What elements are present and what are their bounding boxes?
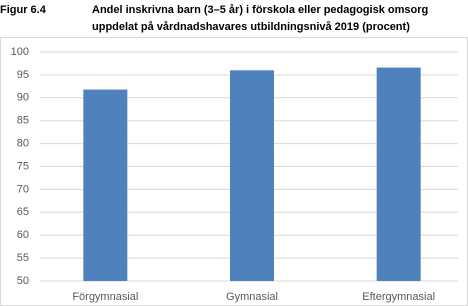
bar xyxy=(230,70,274,281)
y-tick-label: 95 xyxy=(17,69,29,81)
y-tick-label: 65 xyxy=(17,206,29,218)
y-tick-label: 70 xyxy=(17,183,29,195)
y-tick-label: 85 xyxy=(17,115,29,127)
y-tick-label: 55 xyxy=(17,252,29,264)
chart-title: uppdelat på vårdnadshavares utbildningsn… xyxy=(92,21,410,33)
y-tick-label: 100 xyxy=(11,46,29,58)
bar xyxy=(83,89,128,281)
bar xyxy=(376,67,421,282)
y-tick-label: 50 xyxy=(17,275,29,287)
y-tick-label: 90 xyxy=(17,92,29,104)
figure-label: Figur 6.4 xyxy=(0,4,47,16)
x-tick-label: Förgymnasial xyxy=(72,291,138,303)
y-tick-label: 75 xyxy=(17,160,29,172)
y-tick-label: 60 xyxy=(17,229,29,241)
x-tick-label: Eftergymnasial xyxy=(362,291,435,303)
y-tick-label: 80 xyxy=(17,138,29,150)
chart-title: Andel inskrivna barn (3–5 år) i förskola… xyxy=(92,4,428,16)
x-tick-label: Gymnasial xyxy=(226,291,278,303)
